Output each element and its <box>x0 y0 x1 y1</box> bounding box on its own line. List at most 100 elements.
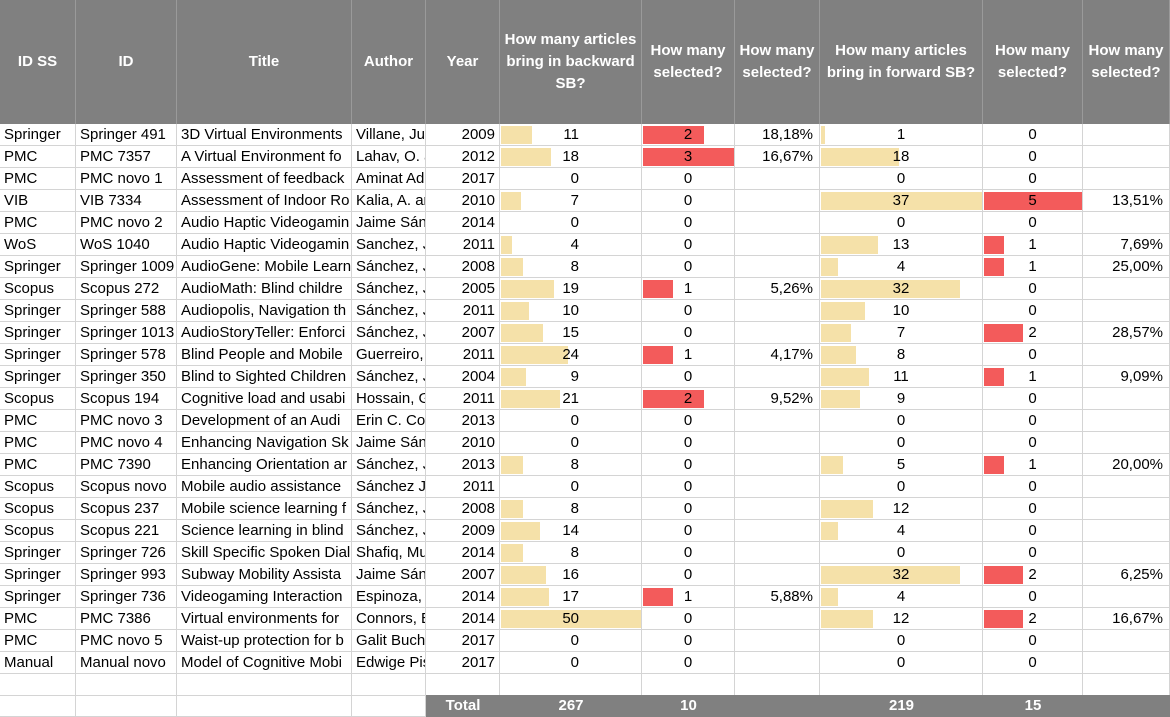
cell-year[interactable]: 2013 <box>426 410 500 432</box>
cell-forward[interactable]: 32 <box>820 564 983 586</box>
cell-year[interactable]: 2007 <box>426 322 500 344</box>
cell-id[interactable] <box>76 674 177 696</box>
cell-id[interactable]: Springer 588 <box>76 300 177 322</box>
cell-title[interactable]: Cognitive load and usabi <box>177 388 352 410</box>
total-forward[interactable]: 219 <box>820 695 983 717</box>
cell-year[interactable]: 2014 <box>426 586 500 608</box>
cell-pct-backward[interactable]: 4,17% <box>735 344 820 366</box>
cell-pct-backward[interactable]: 5,26% <box>735 278 820 300</box>
cell-selected-backward[interactable]: 0 <box>642 476 735 498</box>
total-selected-forward[interactable]: 15 <box>983 695 1083 717</box>
cell-pct-forward[interactable]: 9,09% <box>1083 366 1170 388</box>
cell-forward[interactable]: 4 <box>820 256 983 278</box>
cell-pct-backward[interactable]: 16,67% <box>735 146 820 168</box>
total-label[interactable]: Total <box>426 695 500 717</box>
cell-author[interactable]: Aminat Ad <box>352 168 426 190</box>
cell-year[interactable]: 2009 <box>426 520 500 542</box>
cell-id-ss[interactable]: Manual <box>0 652 76 674</box>
cell-pct-backward[interactable] <box>735 630 820 652</box>
cell-year[interactable]: 2011 <box>426 234 500 256</box>
cell-title[interactable]: AudioGene: Mobile Learn <box>177 256 352 278</box>
cell-author[interactable]: Connors, E <box>352 608 426 630</box>
cell-title[interactable]: Enhancing Orientation ar <box>177 454 352 476</box>
cell-id[interactable]: Scopus novo <box>76 476 177 498</box>
cell-forward[interactable]: 0 <box>820 476 983 498</box>
cell-title[interactable]: Skill Specific Spoken Dial <box>177 542 352 564</box>
cell-id-ss[interactable]: Scopus <box>0 388 76 410</box>
cell-year[interactable] <box>426 674 500 696</box>
cell-id-ss[interactable]: Scopus <box>0 476 76 498</box>
header-forward-sb[interactable]: How many articles bring in forward SB? <box>820 0 983 124</box>
cell-selected-backward[interactable]: 3 <box>642 146 735 168</box>
cell-pct-backward[interactable] <box>735 498 820 520</box>
total-spacer-1[interactable] <box>735 695 820 717</box>
cell-selected-backward[interactable]: 2 <box>642 388 735 410</box>
cell-backward[interactable]: 16 <box>500 564 642 586</box>
cell-id-ss[interactable]: PMC <box>0 630 76 652</box>
cell-pct-backward[interactable] <box>735 542 820 564</box>
cell-pct-backward[interactable] <box>735 652 820 674</box>
cell-forward[interactable]: 0 <box>820 212 983 234</box>
cell-backward[interactable]: 24 <box>500 344 642 366</box>
cell-title[interactable] <box>177 674 352 696</box>
cell-author[interactable]: Edwige Pis <box>352 652 426 674</box>
cell-selected-forward[interactable]: 2 <box>983 322 1083 344</box>
cell-selected-forward[interactable]: 0 <box>983 212 1083 234</box>
cell-forward[interactable]: 9 <box>820 388 983 410</box>
cell-pct-backward[interactable]: 5,88% <box>735 586 820 608</box>
cell-id-ss[interactable]: Springer <box>0 366 76 388</box>
cell-author[interactable]: Sánchez, J. <box>352 520 426 542</box>
cell-author[interactable]: Lahav, O. a <box>352 146 426 168</box>
cell-backward[interactable]: 10 <box>500 300 642 322</box>
cell-author[interactable]: Jaime Sán <box>352 432 426 454</box>
cell-selected-backward[interactable]: 0 <box>642 652 735 674</box>
cell-forward[interactable]: 7 <box>820 322 983 344</box>
cell-id[interactable]: Springer 491 <box>76 124 177 146</box>
cell-selected-backward[interactable]: 0 <box>642 300 735 322</box>
cell-author[interactable]: Sánchez, J. <box>352 322 426 344</box>
cell-title[interactable]: Subway Mobility Assista <box>177 564 352 586</box>
header-id-ss[interactable]: ID SS <box>0 0 76 124</box>
empty-cell[interactable] <box>177 695 352 717</box>
cell-pct-backward[interactable]: 18,18% <box>735 124 820 146</box>
cell-author[interactable] <box>352 674 426 696</box>
cell-year[interactable]: 2007 <box>426 564 500 586</box>
cell-id[interactable]: PMC 7386 <box>76 608 177 630</box>
cell-author[interactable]: Shafiq, Mu <box>352 542 426 564</box>
cell-id-ss[interactable]: PMC <box>0 168 76 190</box>
cell-id-ss[interactable]: PMC <box>0 608 76 630</box>
cell-pct-forward[interactable] <box>1083 498 1170 520</box>
cell-year[interactable]: 2008 <box>426 498 500 520</box>
cell-id[interactable]: PMC novo 3 <box>76 410 177 432</box>
cell-backward[interactable]: 0 <box>500 410 642 432</box>
cell-selected-forward[interactable]: 0 <box>983 300 1083 322</box>
cell-pct-backward[interactable] <box>735 366 820 388</box>
cell-selected-backward[interactable]: 0 <box>642 454 735 476</box>
cell-backward[interactable]: 0 <box>500 630 642 652</box>
cell-selected-backward[interactable]: 1 <box>642 278 735 300</box>
cell-forward[interactable]: 32 <box>820 278 983 300</box>
cell-title[interactable]: Model of Cognitive Mobi <box>177 652 352 674</box>
total-backward[interactable]: 267 <box>500 695 642 717</box>
empty-cell[interactable] <box>352 695 426 717</box>
cell-pct-forward[interactable] <box>1083 476 1170 498</box>
cell-forward[interactable]: 8 <box>820 344 983 366</box>
cell-backward[interactable]: 17 <box>500 586 642 608</box>
cell-year[interactable]: 2011 <box>426 344 500 366</box>
cell-selected-backward[interactable]: 2 <box>642 124 735 146</box>
cell-title[interactable]: Assessment of Indoor Ro <box>177 190 352 212</box>
cell-author[interactable]: Hossain, G <box>352 388 426 410</box>
cell-id-ss[interactable]: VIB <box>0 190 76 212</box>
cell-selected-backward[interactable] <box>642 674 735 696</box>
cell-id-ss[interactable]: Springer <box>0 322 76 344</box>
cell-selected-backward[interactable]: 0 <box>642 212 735 234</box>
cell-selected-forward[interactable]: 1 <box>983 454 1083 476</box>
cell-pct-forward[interactable] <box>1083 630 1170 652</box>
cell-pct-forward[interactable]: 13,51% <box>1083 190 1170 212</box>
cell-year[interactable]: 2011 <box>426 388 500 410</box>
cell-author[interactable]: Villane, Ju <box>352 124 426 146</box>
cell-backward[interactable]: 8 <box>500 256 642 278</box>
cell-id[interactable]: Springer 350 <box>76 366 177 388</box>
cell-pct-backward[interactable]: 9,52% <box>735 388 820 410</box>
cell-pct-forward[interactable] <box>1083 344 1170 366</box>
